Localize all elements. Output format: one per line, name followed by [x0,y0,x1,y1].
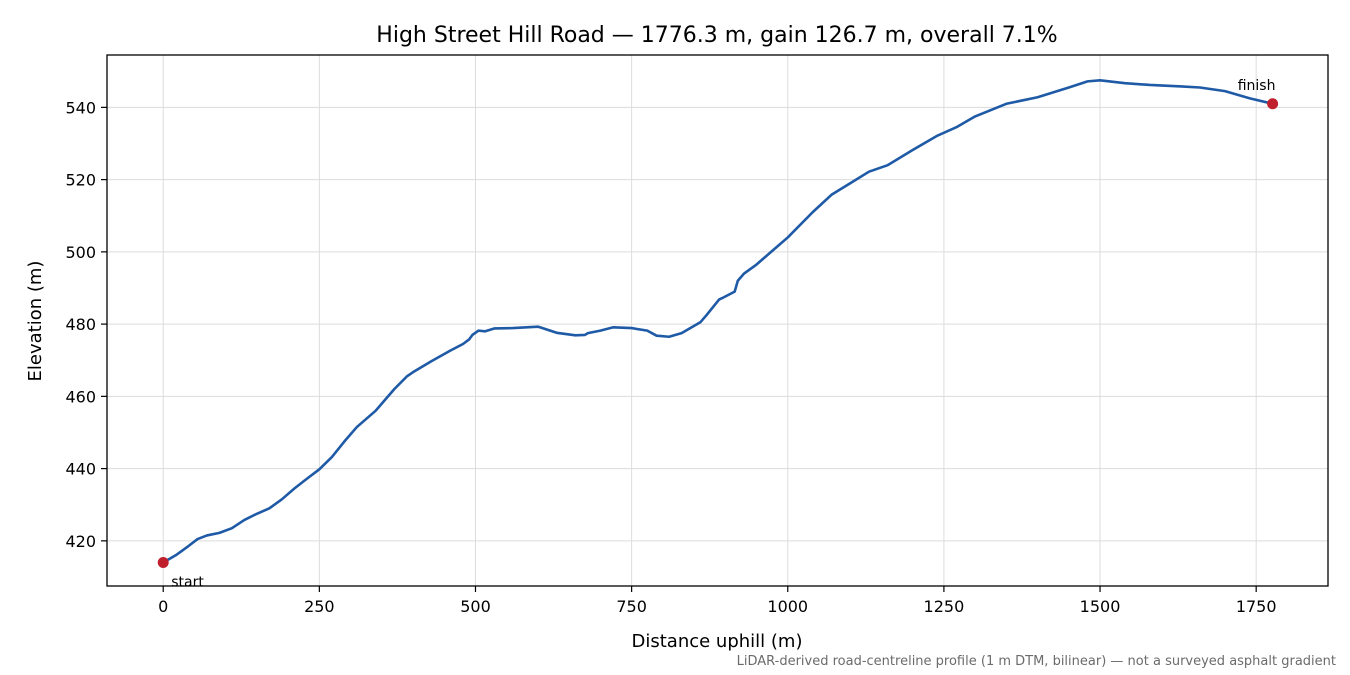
y-tick-label: 540 [65,98,96,117]
grid-lines [107,55,1328,586]
elevation-series-line [161,78,1274,564]
y-tick-label: 480 [65,315,96,334]
y-tick-label: 520 [65,171,96,190]
annotation-start: start [171,575,204,591]
endpoint-marker-start [157,557,169,569]
x-tick-label: 1750 [1236,597,1277,616]
y-axis-label: Elevation (m) [25,261,46,382]
y-tick-label: 420 [65,532,96,551]
y-tick-label: 500 [65,243,96,262]
x-tick-label: 0 [158,597,168,616]
y-axis-ticks: 420 440 460 480 500 520 540 [65,98,107,551]
y-tick-label: 460 [65,387,96,406]
plot-area [161,78,1274,564]
x-tick-label: 1500 [1080,597,1121,616]
endpoint-markers: start finish [157,78,1279,591]
x-tick-label: 500 [460,597,491,616]
footnote-caption: LiDAR-derived road-centreline profile (1… [737,654,1336,669]
x-tick-label: 1250 [924,597,965,616]
x-tick-label: 750 [616,597,647,616]
chart-title: High Street Hill Road — 1776.3 m, gain 1… [376,23,1057,48]
annotation-finish: finish [1238,78,1276,94]
y-tick-label: 440 [65,460,96,479]
x-tick-label: 250 [304,597,335,616]
x-axis-label: Distance uphill (m) [632,631,803,652]
plot-frame [106,54,1329,587]
x-axis-ticks: 0 250 500 750 1000 1250 1500 1750 [158,586,1277,616]
endpoint-marker-finish [1267,98,1279,110]
x-tick-label: 1000 [767,597,808,616]
